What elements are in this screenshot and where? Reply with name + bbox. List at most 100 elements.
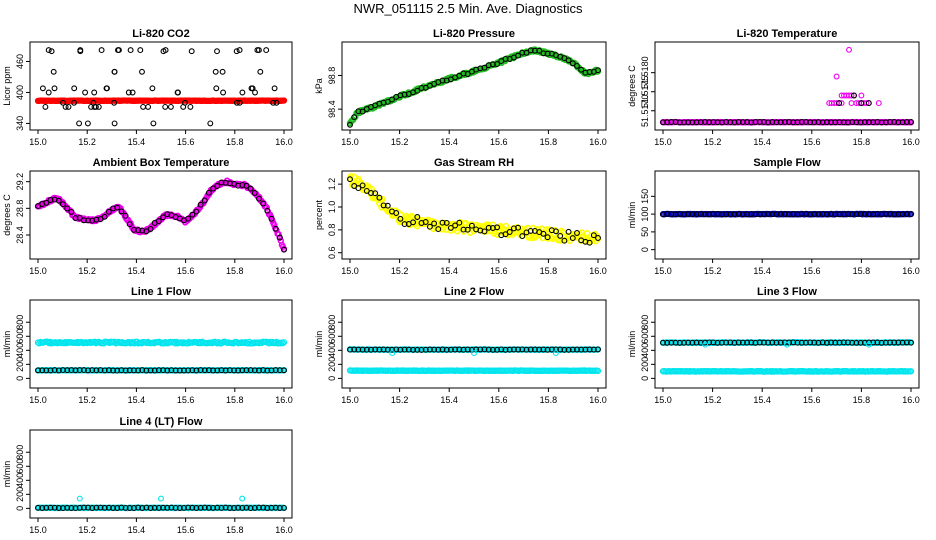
data-point [251,190,258,196]
data-point [168,367,175,374]
data-point [833,73,840,80]
data-point [815,119,822,126]
data-point [574,230,580,236]
y-tick-label: 800 [327,315,337,330]
x-tick-label: 15.8 [853,137,871,147]
data-point [72,505,79,512]
data-point [838,100,845,107]
data-point [832,339,839,346]
data-point [891,119,898,125]
data-point [118,367,125,374]
data-point [115,47,121,54]
data-point [819,210,826,217]
data-point [502,222,510,230]
data-point [376,194,383,201]
x-tick-label: 15.2 [391,266,409,276]
y-axis-label: percent [314,199,324,230]
data-point [263,47,270,54]
data-point [71,99,77,106]
data-point [60,99,66,106]
data-point [681,119,687,126]
data-point [739,211,746,218]
data-point [681,211,687,218]
data-point [222,504,229,511]
data-point [710,211,717,217]
chart-boxtemp: Ambient Box Temperature degrees C 15.0 15.2… [2,157,293,276]
y-tick-label: 200 [327,357,337,372]
x-tick-label: 15.8 [540,137,558,147]
data-point [218,367,225,374]
data-point [145,103,152,110]
data-point [439,219,446,226]
data-point [72,367,79,374]
data-point [823,211,830,218]
data-point [849,211,856,218]
data-point [660,339,666,346]
data-point [347,176,353,183]
data-point [347,346,353,353]
chart-title: Line 2 Flow [444,286,504,298]
data-point [685,339,692,346]
data-point [431,346,438,353]
data-point [149,85,156,92]
data-point [125,89,132,96]
data-point [243,182,250,189]
data-point [218,179,225,186]
data-point [903,119,910,125]
data-point [693,211,700,218]
data-point [111,120,118,127]
y-tick-label: 600 [640,329,650,344]
data-point [104,85,110,92]
data-point [744,119,751,126]
data-point [807,211,814,218]
data-point [752,211,759,218]
data-point [264,367,271,374]
y-axis-label: degrees C [2,194,12,236]
y-axis-label: ml/min [314,331,324,358]
data-point [489,346,496,353]
data-point [878,211,885,218]
data-point [422,219,429,225]
data-point [811,211,818,218]
data-point [126,367,133,374]
chart-temp: Li-820 Temperature degrees C 15.0 15.2 15.4 1… [627,28,920,147]
data-point [569,346,576,353]
y-tick-label: 400 [15,85,25,100]
x-tick-label: 15.2 [704,395,722,405]
data-point [64,205,71,212]
x-tick-label: 15.6 [803,395,821,405]
data-point [351,114,358,121]
data-point [271,221,278,229]
data-point [548,346,555,353]
data-point [891,211,898,218]
x-tick-label: 15.6 [490,266,508,276]
data-point [260,367,267,374]
data-point [51,367,58,374]
data-point [126,505,133,511]
x-tick-label: 15.0 [341,137,359,147]
data-point [55,505,62,511]
data-point [43,199,50,206]
data-point [878,339,885,346]
data-point [380,202,387,209]
data-point [447,224,454,231]
chart-title: Li-820 Pressure [433,28,515,40]
data-point [765,339,772,346]
x-tick-label: 15.0 [29,525,47,535]
data-point [363,346,370,353]
data-point [187,103,194,110]
data-point [118,208,125,215]
data-point [139,367,146,374]
data-point [882,339,889,346]
data-point [359,346,366,353]
data-point [840,339,847,346]
data-point [574,346,580,353]
data-point [565,346,572,353]
data-point [220,89,227,96]
data-point [557,232,564,239]
data-point [214,504,221,511]
data-point [35,367,41,374]
data-point [781,119,788,126]
data-point [574,62,580,69]
data-point [510,346,517,353]
